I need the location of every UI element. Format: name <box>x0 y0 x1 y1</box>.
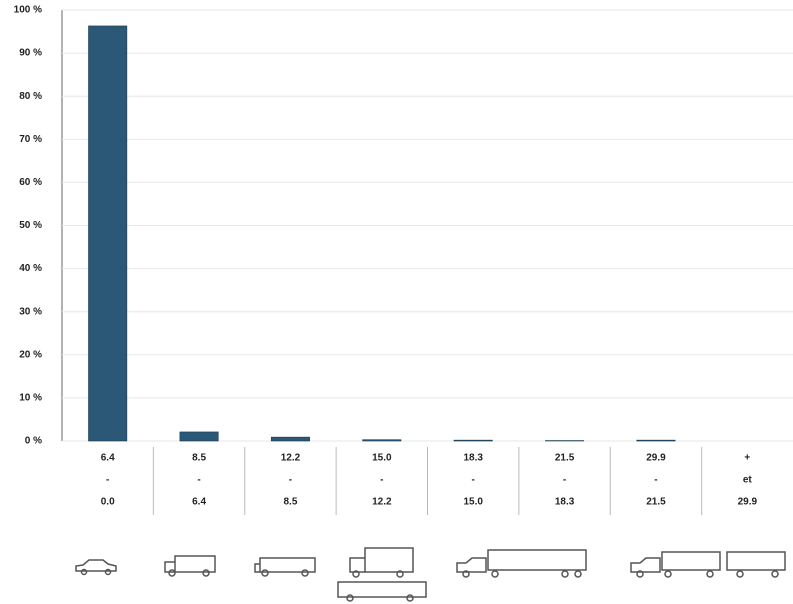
y-tick-label: 70 % <box>19 134 42 145</box>
bar <box>88 25 128 442</box>
x-tick-label: - <box>289 475 292 486</box>
y-tick-label: 30 % <box>19 306 42 317</box>
car-icon <box>75 559 117 576</box>
x-tick-label: et <box>743 475 753 486</box>
semi-trailer-icon <box>456 549 587 578</box>
bar <box>453 439 493 442</box>
x-tick-label: 0.0 <box>101 497 115 508</box>
y-tick-label: 10 % <box>19 393 42 404</box>
x-tick-label: 15.0 <box>463 497 483 508</box>
bus-icon <box>337 581 427 602</box>
bar <box>636 439 676 442</box>
x-tick-label: - <box>472 475 475 486</box>
y-tick-label: 0 % <box>25 436 42 447</box>
x-tick-label: - <box>197 475 200 486</box>
x-tick-label: 6.4 <box>192 497 206 508</box>
x-tick-label: 8.5 <box>192 453 206 464</box>
y-tick-label: 90 % <box>19 48 42 59</box>
y-tick-label: 40 % <box>19 263 42 274</box>
x-tick-label: 15.0 <box>372 453 392 464</box>
truck-icon <box>349 547 414 578</box>
y-tick-label: 80 % <box>19 91 42 102</box>
y-tick-label: 50 % <box>19 220 42 231</box>
y-tick-label: 20 % <box>19 349 42 360</box>
vehicle-icons <box>75 547 786 602</box>
x-tick-label: 8.5 <box>283 497 297 508</box>
x-tick-label: 18.3 <box>463 453 483 464</box>
schoolbus-icon <box>254 557 316 577</box>
x-tick-label: 6.4 <box>101 453 115 464</box>
bar <box>179 431 219 442</box>
x-tick-label: 18.3 <box>555 497 575 508</box>
y-tick-label: 100 % <box>14 5 42 16</box>
x-tick-label: 29.9 <box>738 497 758 508</box>
y-tick-label: 60 % <box>19 177 42 188</box>
x-tick-label: - <box>563 475 566 486</box>
x-tick-label: 12.2 <box>372 497 392 508</box>
bar <box>270 436 310 442</box>
double-trailer-icon <box>630 551 786 578</box>
x-tick-label: - <box>106 475 109 486</box>
x-tick-label: - <box>654 475 657 486</box>
x-tick-label: 12.2 <box>281 453 301 464</box>
x-tick-label: 29.9 <box>646 453 666 464</box>
x-tick-label: + <box>744 453 750 464</box>
x-tick-label: 21.5 <box>646 497 666 508</box>
van-icon <box>164 555 216 577</box>
bar <box>362 439 402 442</box>
x-tick-label: - <box>380 475 383 486</box>
x-tick-label: 21.5 <box>555 453 575 464</box>
